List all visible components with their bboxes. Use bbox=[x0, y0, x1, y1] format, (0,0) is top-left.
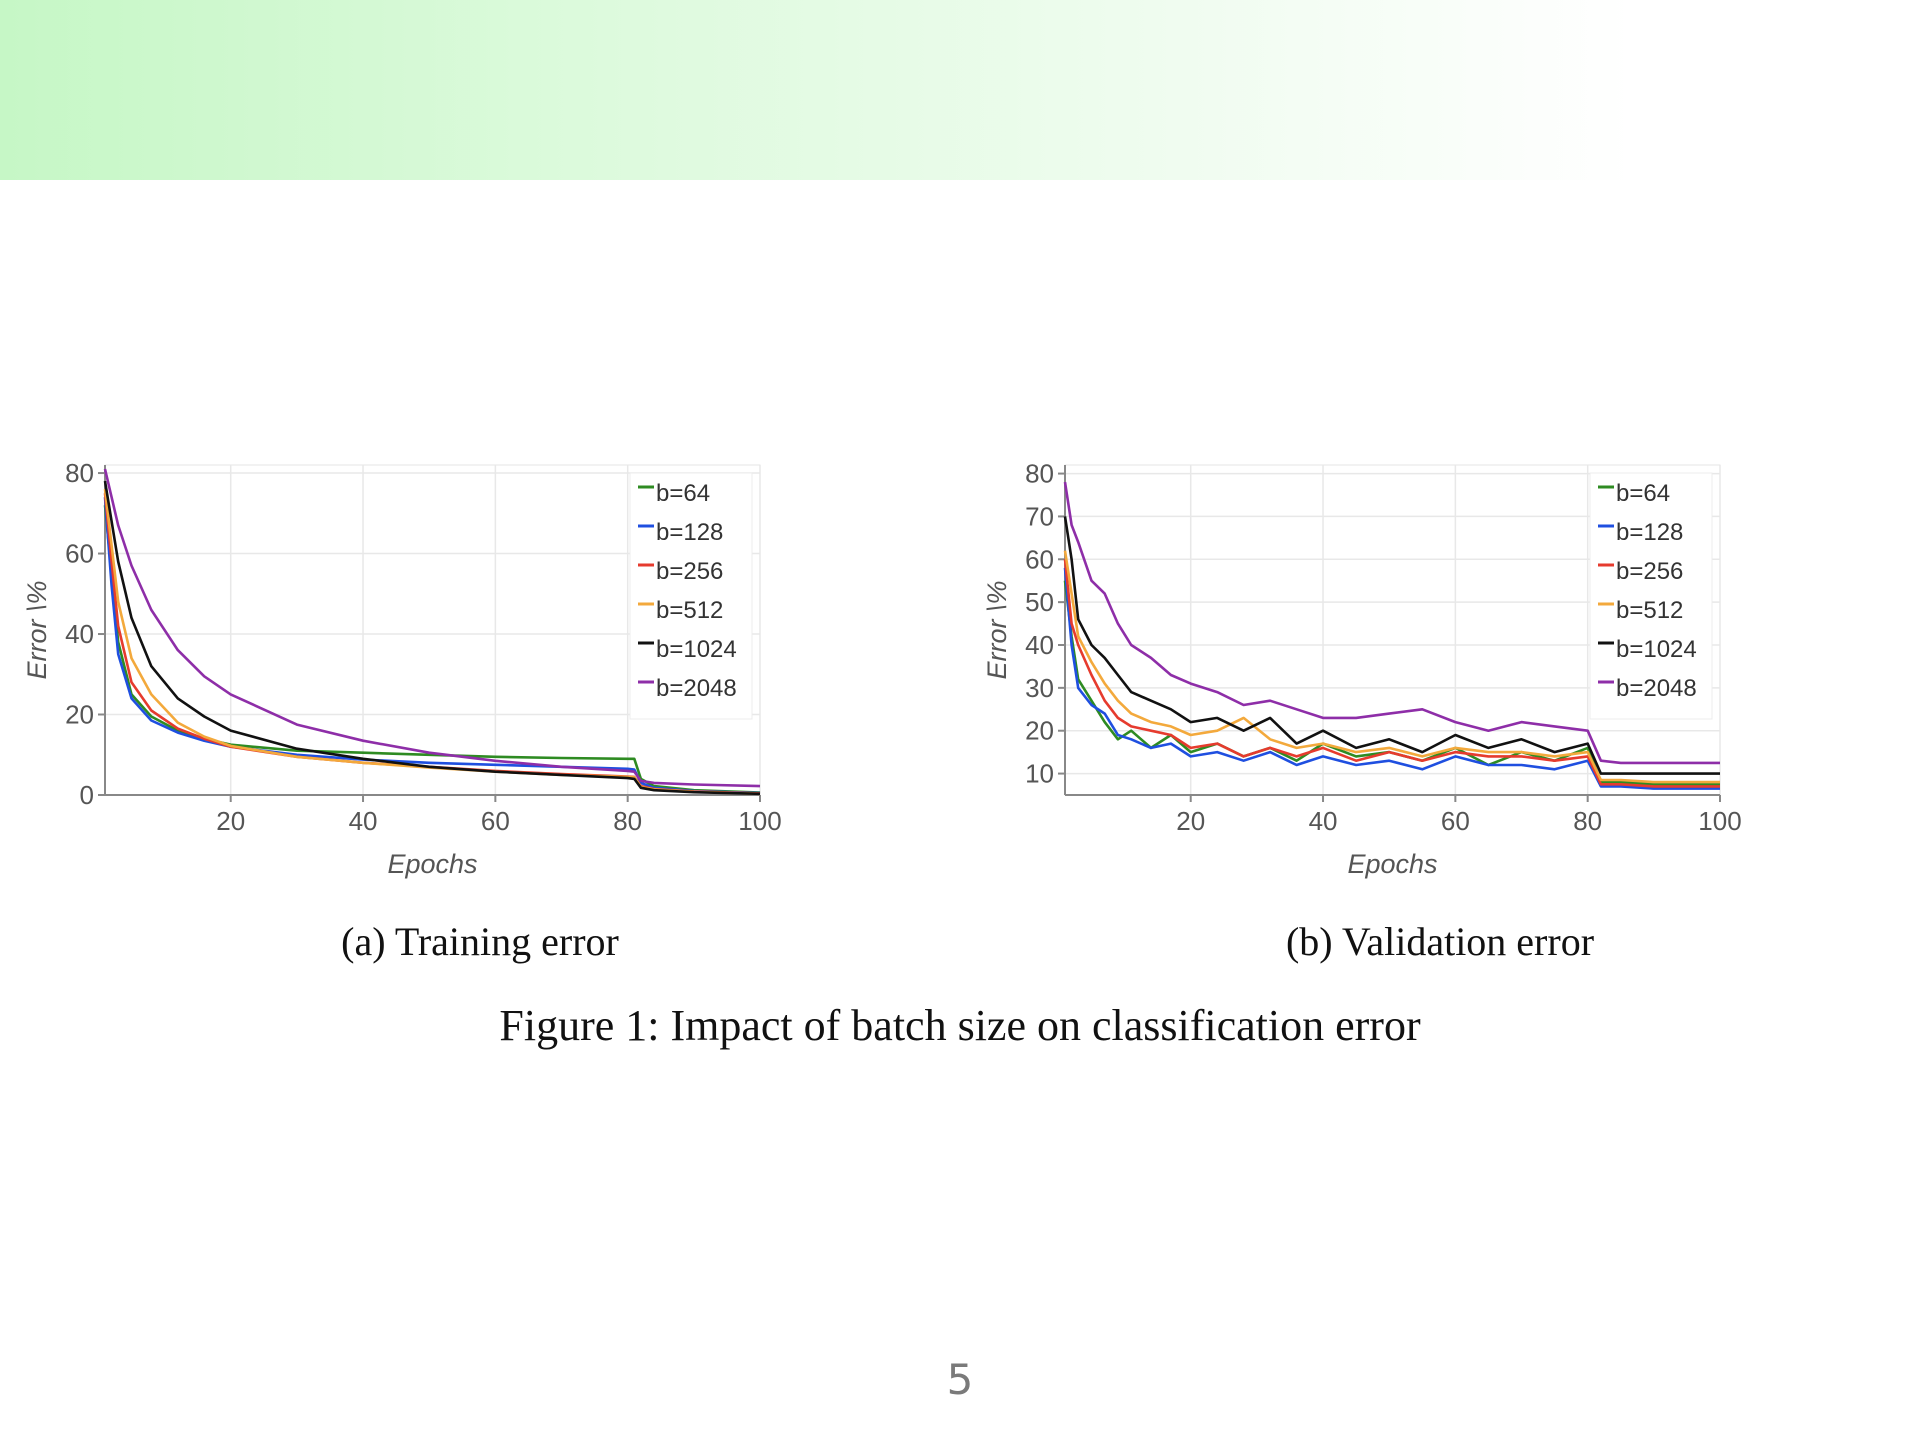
header-banner bbox=[0, 0, 1920, 180]
legend-label: b=1024 bbox=[656, 636, 737, 663]
x-tick-label: 20 bbox=[216, 806, 245, 836]
x-tick-label: 40 bbox=[349, 806, 378, 836]
legend-label: b=256 bbox=[656, 558, 723, 585]
y-tick-label: 40 bbox=[65, 619, 94, 649]
x-tick-label: 60 bbox=[1441, 806, 1470, 836]
y-tick-label: 30 bbox=[1025, 673, 1054, 703]
y-axis-title: Error \% bbox=[982, 580, 1012, 679]
legend-label: b=256 bbox=[1616, 558, 1683, 585]
legend-label: b=64 bbox=[1616, 480, 1670, 507]
x-axis-title: Epochs bbox=[387, 849, 477, 879]
legend-label: b=512 bbox=[1616, 597, 1683, 624]
legend-label: b=2048 bbox=[656, 675, 737, 702]
y-tick-label: 80 bbox=[65, 458, 94, 488]
legend-box bbox=[1589, 472, 1713, 720]
y-tick-label: 40 bbox=[1025, 630, 1054, 660]
legend-label: b=2048 bbox=[1616, 675, 1697, 702]
y-tick-label: 70 bbox=[1025, 501, 1054, 531]
series-line-b-1024 bbox=[1063, 516, 1720, 775]
y-tick-label: 50 bbox=[1025, 587, 1054, 617]
x-tick-label: 40 bbox=[1309, 806, 1338, 836]
x-tick-label: 60 bbox=[481, 806, 510, 836]
y-tick-label: 60 bbox=[1025, 544, 1054, 574]
x-tick-label: 100 bbox=[1698, 806, 1741, 836]
x-tick-label: 80 bbox=[613, 806, 642, 836]
training-error-chart: 20 40 60 80 100 0 20 40 60 80 Epochs Error \% b=64 b=… bbox=[22, 458, 782, 879]
x-tick-label: 80 bbox=[1573, 806, 1602, 836]
legend-label: b=512 bbox=[656, 597, 723, 624]
series-line-b-512 bbox=[1063, 550, 1720, 784]
figure-caption: Figure 1: Impact of batch size on classi… bbox=[499, 1001, 1421, 1050]
x-tick-label: 100 bbox=[738, 806, 781, 836]
series-line-b-256 bbox=[1063, 559, 1720, 788]
series-line-b-2048 bbox=[103, 468, 761, 788]
y-tick-label: 10 bbox=[1025, 759, 1054, 789]
y-axis-title: Error \% bbox=[22, 580, 52, 679]
x-axis-title: Epochs bbox=[1347, 849, 1437, 879]
legend-label: b=128 bbox=[1616, 519, 1683, 546]
y-tick-label: 20 bbox=[65, 700, 94, 730]
legend-label: b=64 bbox=[656, 480, 710, 507]
x-tick-label: 20 bbox=[1176, 806, 1205, 836]
series-line-b-1024 bbox=[103, 480, 761, 796]
legend-label: b=128 bbox=[656, 519, 723, 546]
series-line-b-128 bbox=[1063, 567, 1720, 790]
y-tick-label: 0 bbox=[80, 780, 94, 810]
y-tick-label: 60 bbox=[65, 539, 94, 569]
page-number: 5 bbox=[946, 1355, 974, 1404]
subfigure-caption-a: (a) Training error bbox=[341, 919, 619, 964]
legend-label: b=1024 bbox=[1616, 636, 1697, 663]
y-tick-label: 20 bbox=[1025, 716, 1054, 746]
y-tick-label: 80 bbox=[1025, 459, 1054, 489]
validation-error-chart: 20 40 60 80 100 10 20 30 40 50 60 70 80 Epochs Error \… bbox=[982, 459, 1742, 879]
series-line-b-2048 bbox=[1063, 481, 1720, 765]
subfigure-caption-b: (b) Validation error bbox=[1285, 919, 1595, 964]
series-line-b-64 bbox=[1063, 580, 1720, 786]
legend-box bbox=[629, 472, 753, 720]
